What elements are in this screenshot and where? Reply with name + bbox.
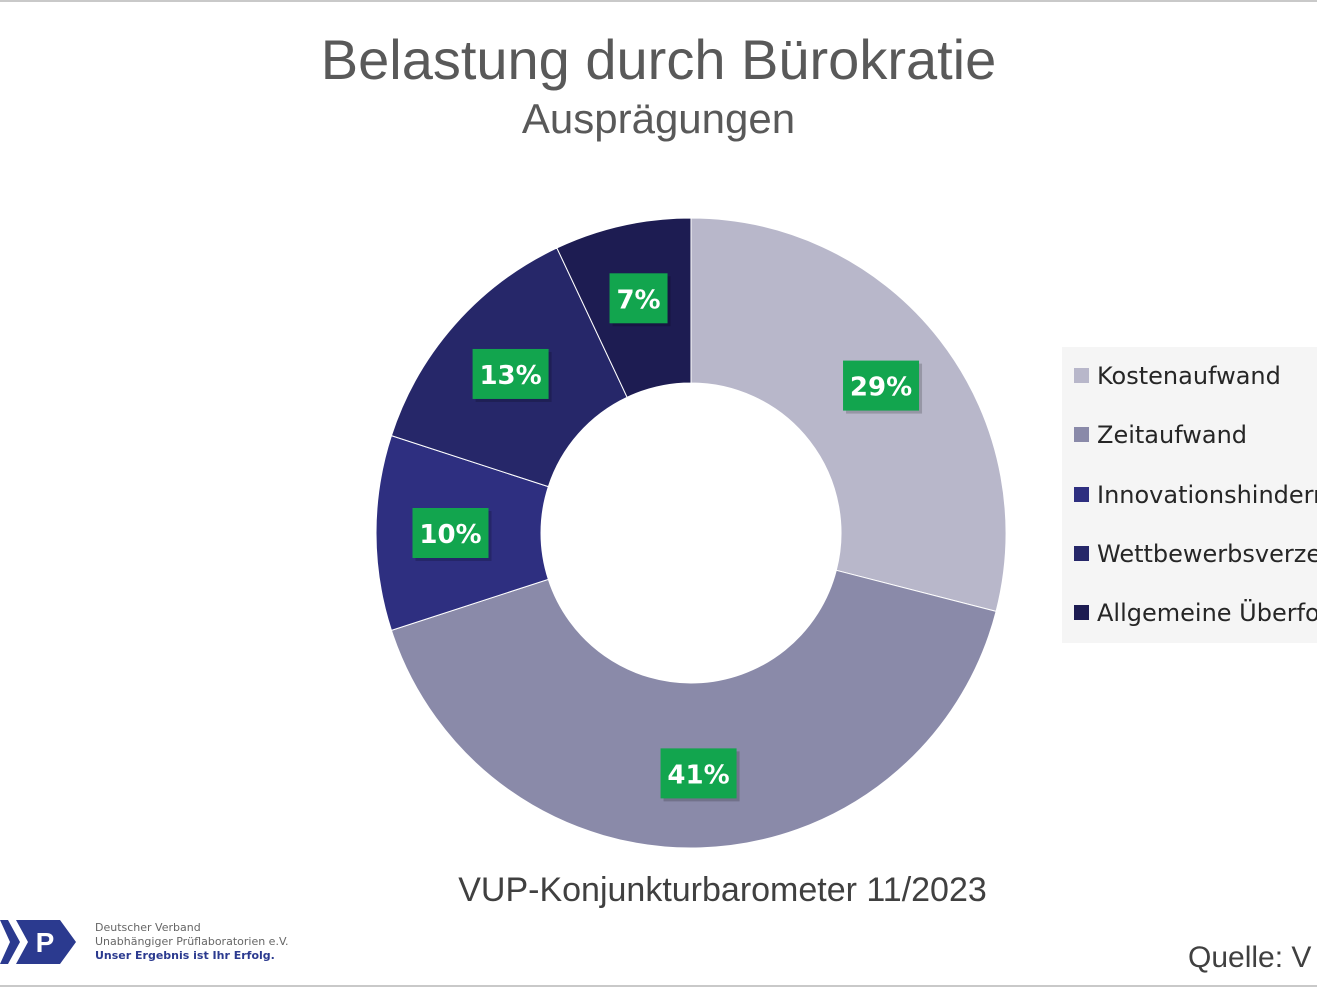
- org-tagline: Unser Ergebnis ist Ihr Erfolg.: [95, 949, 275, 962]
- data-label-text: 29%: [850, 373, 912, 403]
- chart-source-caption: VUP-Konjunkturbarometer 11/2023: [458, 871, 987, 909]
- logo-chevron-left: [0, 920, 20, 964]
- logo-chevron-main: [16, 920, 76, 964]
- data-label-text: 10%: [419, 520, 481, 550]
- vup-logo-icon: P: [0, 920, 76, 964]
- data-label-text: 41%: [667, 760, 729, 790]
- data-label-innovation: 10%: [412, 508, 492, 561]
- org-name-line2: Unabhängiger Prüflaboratorien e.V.: [95, 935, 289, 948]
- legend-swatch: [1074, 546, 1089, 561]
- legend-label: Innovationshindern: [1097, 481, 1317, 509]
- data-label-text: 13%: [479, 361, 541, 391]
- slice-kostenaufwand: [690, 217, 1007, 612]
- logo-letter: P: [36, 927, 55, 958]
- bottom-rule: [0, 985, 1317, 987]
- legend-label: Kostenaufwand: [1097, 362, 1281, 390]
- legend-item-zeitaufwand: Zeitaufwand: [1074, 420, 1247, 450]
- legend-label: Wettbewerbsverze: [1097, 540, 1317, 568]
- data-label-box: [412, 508, 489, 558]
- legend-swatch: [1074, 487, 1089, 502]
- org-name-line1: Deutscher Verband: [95, 921, 201, 934]
- legend-label: Allgemeine Überfo: [1097, 599, 1317, 627]
- legend-label: Zeitaufwand: [1097, 421, 1248, 449]
- chart-subtitle: Ausprägungen: [521, 95, 796, 142]
- source-label: Quelle: V: [1188, 941, 1312, 974]
- legend-item-allgemein: Allgemeine Überfo: [1074, 598, 1317, 628]
- legend-swatch: [1074, 368, 1089, 383]
- chart-title: Belastung durch Bürokratie: [320, 28, 997, 91]
- legend-item-wettbewerb: Wettbewerbsverze: [1074, 539, 1317, 569]
- legend-item-kostenaufwand: Kostenaufwand: [1074, 361, 1281, 391]
- data-label-wettbewerb: 13%: [472, 348, 552, 402]
- data-label-text: 7%: [616, 285, 660, 315]
- legend-item-innovation: Innovationshindern: [1074, 480, 1317, 510]
- data-label-kostenaufwand: 29%: [843, 360, 923, 414]
- data-label-box: [660, 748, 737, 799]
- data-label-box: [843, 360, 920, 411]
- slice-zeitaufwand: [390, 569, 997, 849]
- legend-swatch: [1074, 427, 1089, 442]
- org-name-block: Deutscher Verband Unabhängiger Prüflabor…: [95, 921, 289, 963]
- legend-swatch: [1074, 605, 1089, 620]
- top-rule: [0, 0, 1317, 2]
- data-label-allgemein: 7%: [609, 273, 671, 327]
- data-label-zeitaufwand: 41%: [660, 748, 740, 802]
- data-label-box: [472, 348, 549, 399]
- data-label-box: [609, 273, 668, 324]
- chart-legend: Kostenaufwand Zeitaufwand Innovationshin…: [1062, 347, 1317, 643]
